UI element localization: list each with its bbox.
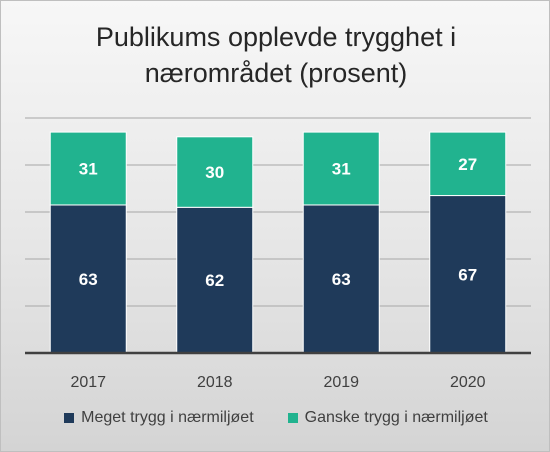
bar-segment-meget-trygg [49,204,127,354]
legend-label-ganske-trygg: Ganske trygg i nærmiljøet [304,409,488,426]
data-label: 63 [79,270,98,289]
bar-segment-ganske-trygg [49,131,127,206]
legend-swatch-meget-trygg [64,413,75,423]
legend-label-meget-trygg: Meget trygg i nærmiljøet [81,409,254,426]
chart-legend: Meget trygg i nærmiljøet Ganske trygg i … [1,409,550,427]
chart-title: Publikums opplevde trygghet i nærområdet… [95,22,457,88]
x-tick-label: 2019 [323,374,359,391]
x-tick-label: 2018 [197,374,233,391]
data-label: 67 [458,265,477,284]
bar-segment-ganske-trygg [302,131,380,206]
bar-segment-meget-trygg [429,195,507,354]
data-label: 27 [458,155,477,174]
bar-segment-meget-trygg [302,204,380,354]
data-label: 31 [332,160,351,179]
bar-segment-meget-trygg [176,206,254,354]
data-label: 31 [79,160,98,179]
x-tick-label: 2017 [70,374,106,391]
data-label: 30 [205,163,224,182]
bar-segment-ganske-trygg [429,131,507,197]
legend-swatch-ganske-trygg [287,413,298,423]
data-label: 62 [205,271,224,290]
data-label: 63 [332,270,351,289]
legend-item-ganske-trygg: Ganske trygg i nærmiljøet [287,409,488,427]
legend-item-meget-trygg: Meget trygg i nærmiljøet [64,409,254,427]
bar-segment-ganske-trygg [176,136,254,208]
x-tick-label: 2020 [450,374,486,391]
